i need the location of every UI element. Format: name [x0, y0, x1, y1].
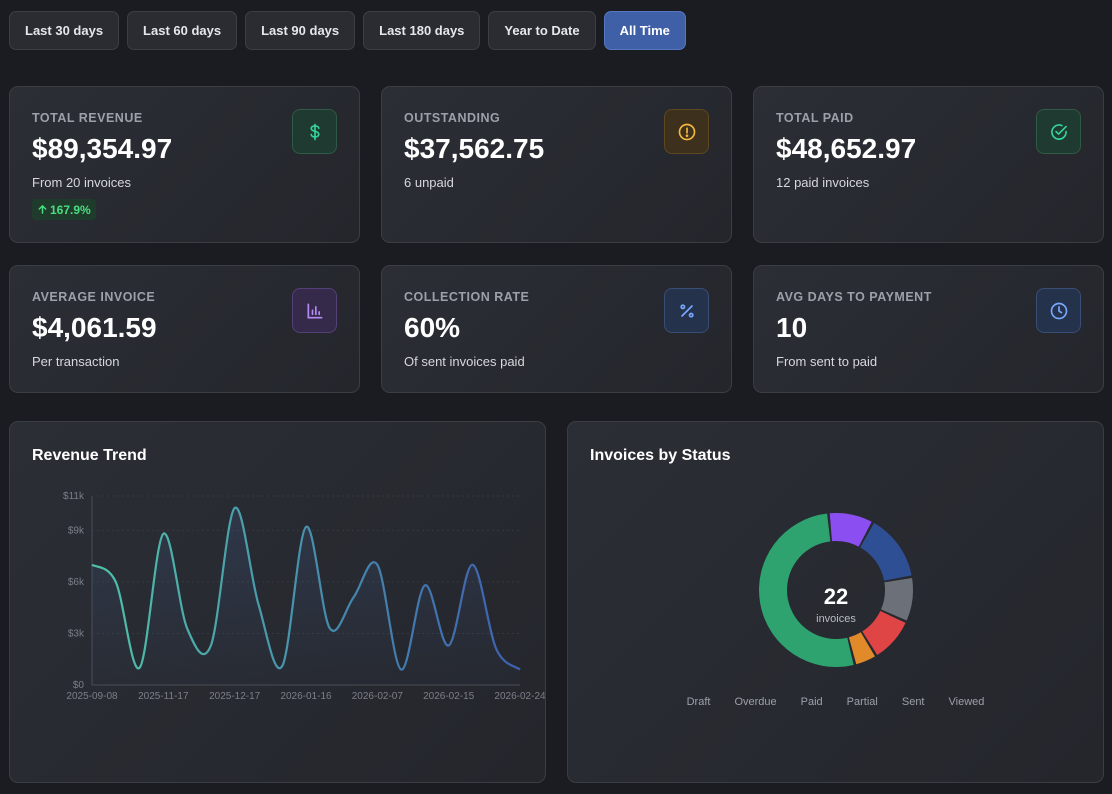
- x-tick-label: 2026-02-15: [423, 691, 475, 702]
- growth-value: 167.9%: [50, 202, 91, 217]
- check-circle-icon: [1036, 109, 1081, 154]
- stat-subtext: From 20 invoices: [32, 175, 131, 190]
- growth-badge: 167.9%: [32, 199, 96, 220]
- average-invoice-card: AVERAGE INVOICE $4,061.59 Per transactio…: [9, 265, 360, 393]
- invoices-status-panel: Invoices by Status 22 invoices Draft Overd…: [567, 421, 1104, 783]
- stat-subtext: 6 unpaid: [404, 175, 454, 190]
- stat-value: 10: [776, 312, 808, 343]
- total-paid-card: TOTAL PAID $48,652.97 12 paid invoices: [753, 86, 1104, 243]
- legend-item-draft[interactable]: Draft: [686, 696, 711, 708]
- stat-subtext: Of sent invoices paid: [404, 354, 525, 369]
- stat-value: $48,652.97: [776, 133, 917, 164]
- donut-slice-partial: [848, 632, 875, 665]
- total-revenue-card: TOTAL REVENUE $89,354.97 From 20 invoice…: [9, 86, 360, 243]
- x-tick-label: 2025-12-17: [209, 691, 261, 702]
- filter-all-time[interactable]: All Time: [603, 11, 686, 50]
- legend-item-sent[interactable]: Sent: [901, 696, 925, 708]
- y-tick-label: $6k: [68, 577, 85, 588]
- stat-label: COLLECTION RATE: [404, 290, 530, 304]
- alert-circle-icon: [664, 109, 709, 154]
- revenue-trend-panel: Revenue Trend $0 $3k $6k $9k $11k 2025-09-08 2…: [9, 421, 546, 783]
- filter-year-to-date[interactable]: Year to Date: [488, 11, 596, 50]
- x-tick-label: 2026-02-07: [352, 691, 404, 702]
- revenue-series-line: [91, 506, 521, 671]
- x-tick-label: 2025-11-17: [138, 691, 189, 702]
- bar-chart-icon: [292, 288, 337, 333]
- dollar-icon: [292, 109, 337, 154]
- y-tick-label: $9k: [68, 525, 85, 536]
- revenue-area: [92, 507, 520, 685]
- outstanding-card: OUTSTANDING $37,562.75 6 unpaid: [381, 86, 732, 243]
- stat-subtext: From sent to paid: [776, 354, 878, 369]
- stat-value: $37,562.75: [404, 133, 545, 164]
- stat-subtext: 12 paid invoices: [776, 175, 870, 190]
- filter-last-30-days[interactable]: Last 30 days: [9, 11, 120, 50]
- filter-last-60-days[interactable]: Last 60 days: [127, 11, 238, 50]
- arrow-up-icon: [38, 205, 47, 214]
- donut-slice-viewed: [829, 513, 872, 547]
- stat-label: AVERAGE INVOICE: [32, 290, 156, 304]
- date-range-filters: Last 30 days Last 60 days Last 90 days L…: [9, 11, 686, 50]
- stat-value: $4,061.59: [32, 312, 157, 343]
- panel-title: Invoices by Status: [590, 447, 731, 464]
- donut-slice-draft: [880, 577, 913, 621]
- x-tick-label: 2026-01-16: [280, 691, 332, 702]
- chart-legend: Draft Overdue Paid Partial Sent Viewed: [568, 696, 1103, 708]
- legend-item-viewed[interactable]: Viewed: [948, 696, 985, 708]
- stat-label: TOTAL REVENUE: [32, 111, 143, 125]
- x-tick-label: 2026-02-24: [494, 691, 545, 702]
- stat-label: OUTSTANDING: [404, 111, 501, 125]
- legend-item-paid[interactable]: Paid: [800, 696, 823, 708]
- donut-slice-paid: [759, 513, 854, 667]
- avg-days-card: AVG DAYS TO PAYMENT 10 From sent to paid: [753, 265, 1104, 393]
- stat-subtext: Per transaction: [32, 354, 120, 369]
- donut-slice-sent: [860, 523, 912, 581]
- x-tick-label: 2025-09-08: [66, 691, 118, 702]
- donut-slice-overdue: [862, 610, 906, 656]
- filter-last-90-days[interactable]: Last 90 days: [245, 11, 356, 50]
- y-tick-label: $3k: [68, 628, 85, 639]
- legend-item-partial[interactable]: Partial: [846, 696, 878, 708]
- panel-title: Revenue Trend: [32, 447, 147, 464]
- stat-value: 60%: [404, 312, 461, 343]
- donut-total: 22: [824, 584, 848, 609]
- stat-value: $89,354.97: [32, 133, 173, 164]
- legend-item-overdue[interactable]: Overdue: [734, 696, 777, 708]
- clock-icon: [1036, 288, 1081, 333]
- y-tick-label: $11k: [63, 491, 85, 502]
- percent-icon: [664, 288, 709, 333]
- filter-last-180-days[interactable]: Last 180 days: [363, 11, 481, 50]
- stat-label: TOTAL PAID: [776, 111, 854, 125]
- stat-label: AVG DAYS TO PAYMENT: [776, 290, 932, 304]
- y-tick-label: $0: [73, 680, 85, 691]
- collection-rate-card: COLLECTION RATE 60% Of sent invoices pai…: [381, 265, 732, 393]
- status-donut-chart: 22 invoices: [759, 513, 913, 667]
- revenue-line-chart: $0 $3k $6k $9k $11k 2025-09-08 2025-11-17 2025-…: [63, 491, 545, 702]
- donut-total-label: invoices: [816, 613, 856, 625]
